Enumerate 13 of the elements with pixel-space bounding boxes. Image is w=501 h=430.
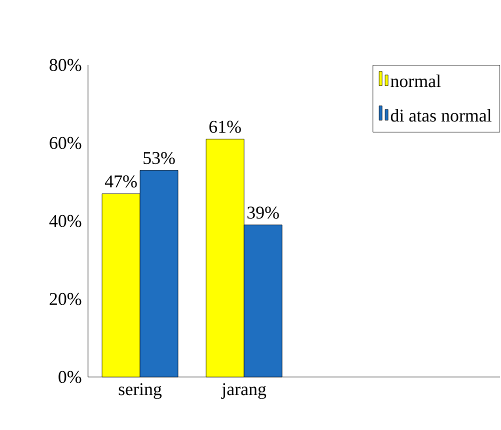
data-label: 61% [209, 120, 241, 133]
legend-label: normal [390, 74, 441, 88]
x-tick-label: sering [118, 383, 162, 399]
y-tick-label: 80% [50, 58, 82, 72]
x-tick-label: jarang [221, 383, 266, 399]
data-label: 39% [247, 206, 279, 219]
legend-label: di atas normal [390, 109, 492, 122]
data-label: 53% [144, 152, 175, 164]
y-tick-label: 0% [58, 370, 82, 384]
data-label: 47% [104, 175, 137, 188]
y-tick-label: 40% [49, 214, 82, 228]
y-tick-label: 60% [50, 136, 82, 150]
y-tick-label: 20% [50, 292, 82, 306]
